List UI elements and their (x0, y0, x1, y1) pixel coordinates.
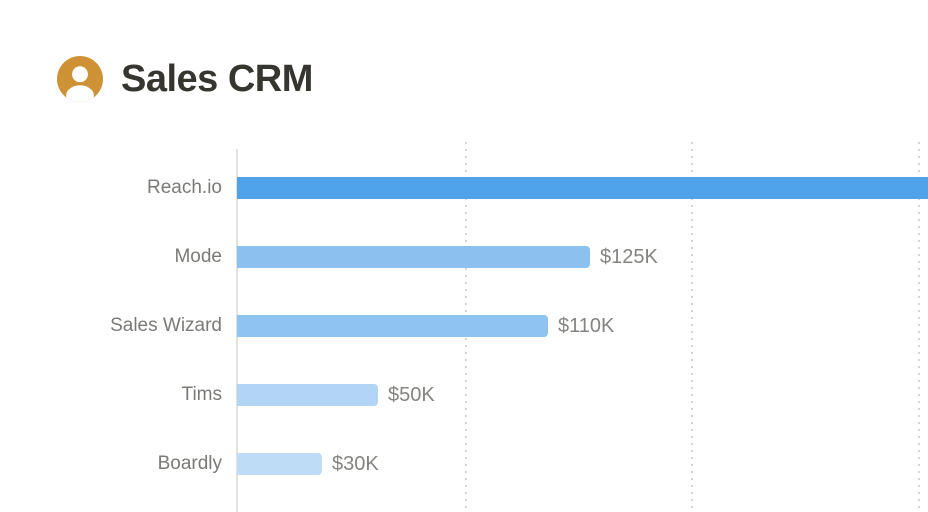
page-header: Sales CRM (0, 0, 928, 120)
bar-tims[interactable] (237, 384, 378, 406)
value-label: $50K (388, 384, 435, 406)
bar-reach-io[interactable] (237, 177, 928, 199)
chart-row: Sales Wizard $110K (0, 315, 928, 337)
gridline (691, 142, 693, 512)
chart-row: Tims $50K (0, 384, 928, 406)
category-label: Tims (181, 384, 222, 405)
gridline (918, 142, 920, 512)
category-label: Sales Wizard (110, 315, 222, 336)
chart-row: Mode $125K (0, 246, 928, 268)
bar-sales-wizard[interactable] (237, 315, 548, 337)
chart-row: Reach.io (0, 177, 928, 199)
bar-boardly[interactable] (237, 453, 322, 475)
bar-chart: Reach.io Mode $125K Sales Wizard $110K T… (0, 142, 928, 512)
category-label: Mode (174, 246, 222, 267)
chart-row: Boardly $30K (0, 453, 928, 475)
value-label: $110K (558, 315, 615, 337)
person-icon[interactable] (57, 56, 103, 102)
value-label: $125K (600, 246, 658, 268)
bar-mode[interactable] (237, 246, 590, 268)
category-label: Reach.io (147, 177, 222, 198)
value-label: $30K (332, 453, 379, 475)
category-label: Boardly (157, 453, 222, 474)
page-title[interactable]: Sales CRM (121, 58, 313, 100)
